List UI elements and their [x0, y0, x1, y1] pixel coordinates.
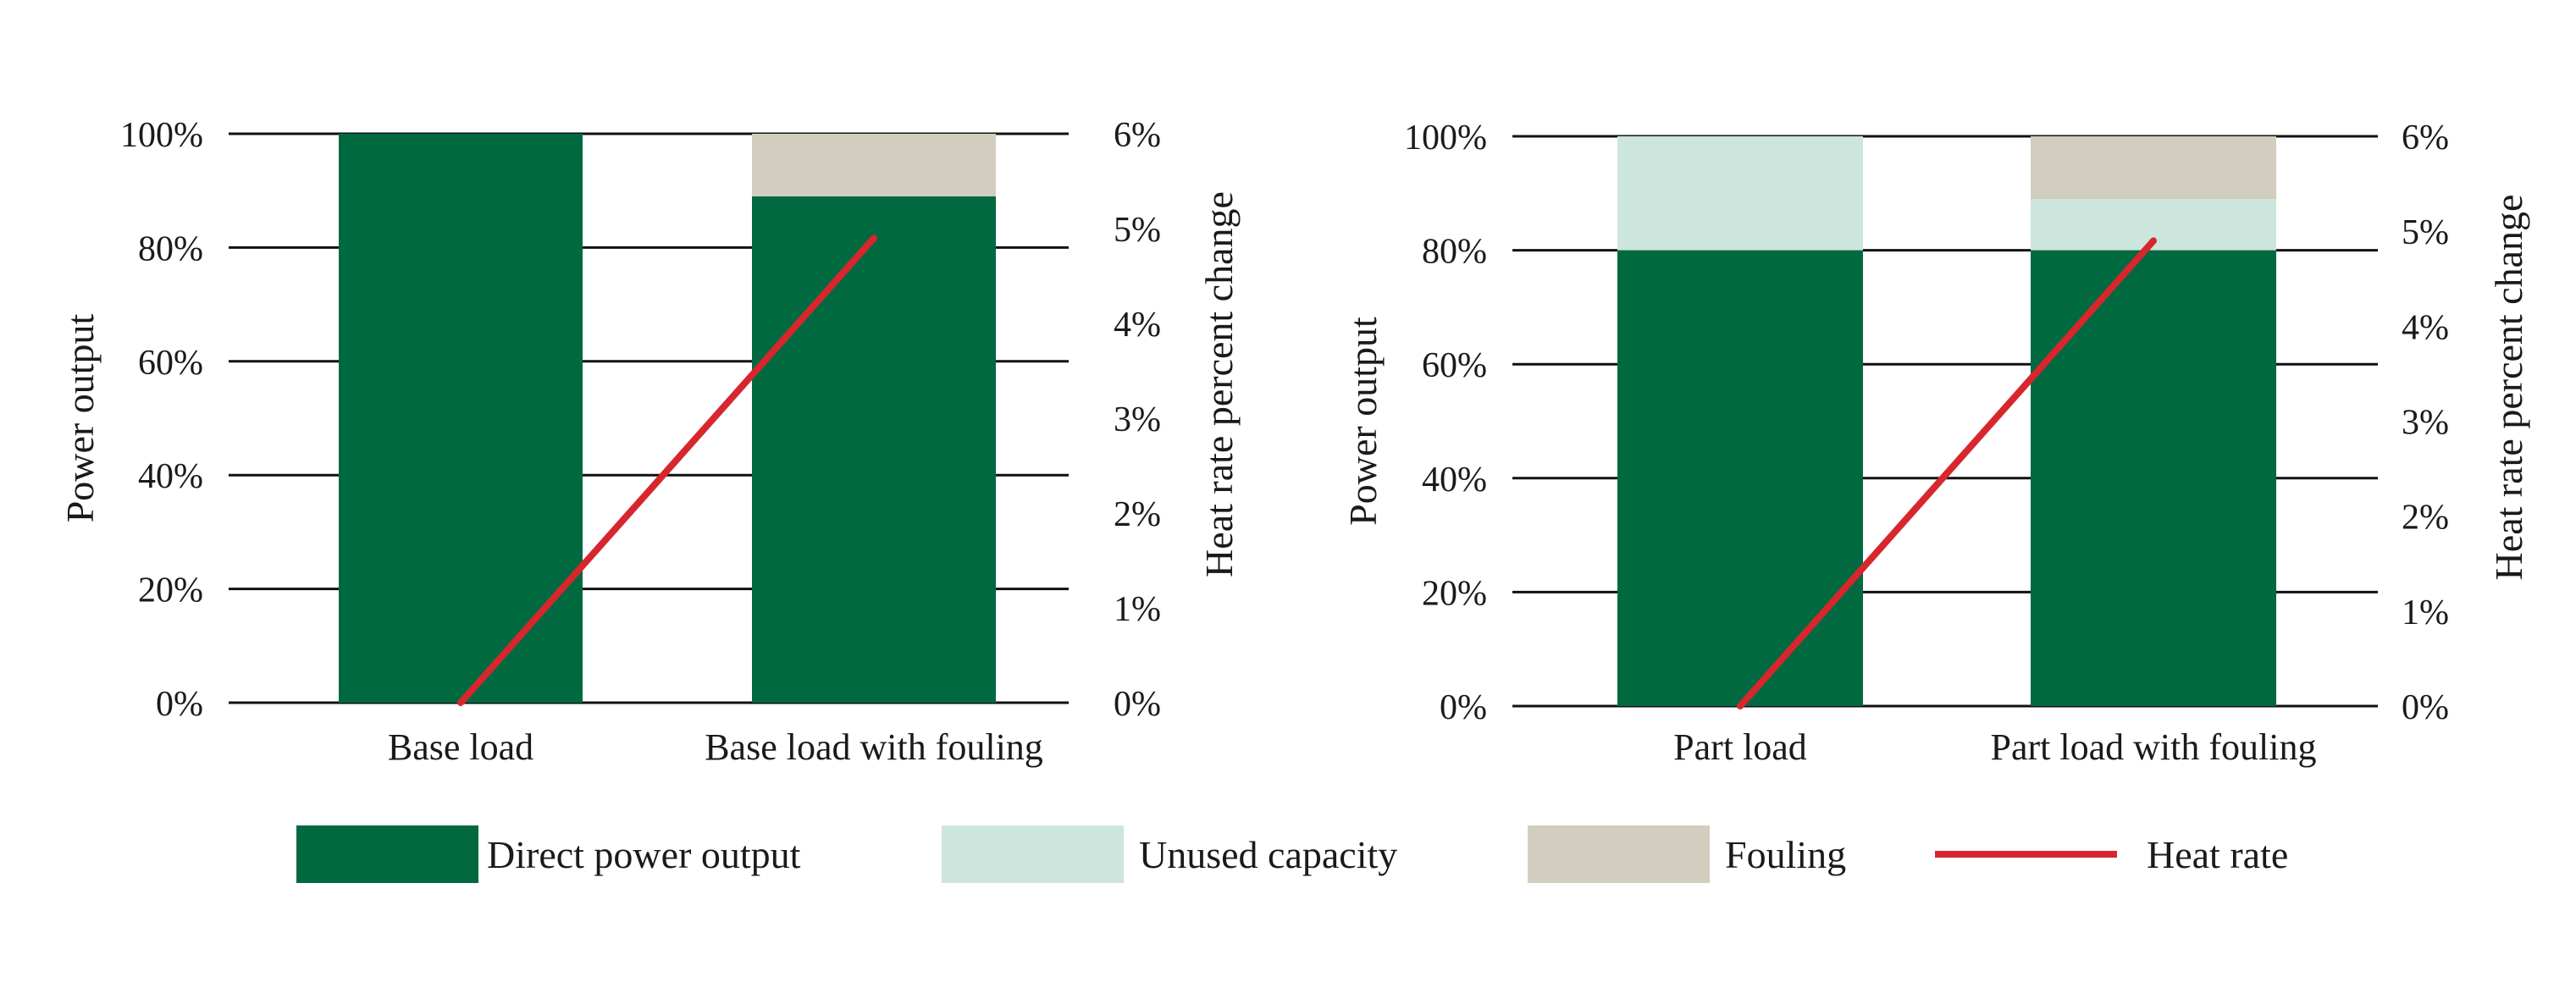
y-tick-label-left: 20%	[1422, 574, 1487, 613]
y-tick-label-right: 4%	[2402, 308, 2449, 347]
legend-label: Fouling	[1725, 833, 1846, 876]
legend-swatch	[942, 825, 1124, 883]
legend-item-fouling: Fouling	[1528, 825, 1846, 883]
bar-direct-power-output-part-load-with-fouling	[2031, 250, 2276, 707]
y-tick-label-left: 0%	[1440, 688, 1487, 727]
y-tick-label-right: 5%	[2402, 213, 2449, 252]
legend-label: Unused capacity	[1139, 833, 1397, 876]
y-tick-label-right: 1%	[2402, 593, 2449, 632]
bars	[1617, 136, 2276, 707]
legend-item-unused-capacity: Unused capacity	[942, 825, 1397, 883]
legend-item-heat-rate: Heat rate	[1935, 833, 2288, 876]
bar-direct-power-output-part-load	[1617, 250, 1863, 707]
x-category-label: Base load with fouling	[705, 726, 1043, 768]
y-tick-label-left: 60%	[1422, 346, 1487, 385]
bar-fouling-part-load-with-fouling	[2031, 136, 2276, 200]
legend-label: Direct power output	[487, 833, 801, 876]
bar-fouling-base-load-with-fouling	[752, 134, 996, 196]
legend-label: Heat rate	[2147, 833, 2288, 876]
y-tick-label-right: 5%	[1114, 211, 1161, 250]
y-tick-label-left: 100%	[120, 116, 203, 155]
legend: Direct power output Unused capacity Foulin…	[296, 825, 2288, 883]
y-tick-label-left: 40%	[1422, 461, 1487, 500]
y-tick-label-right: 0%	[2402, 688, 2449, 727]
y-axis-title-left: Power output	[58, 313, 102, 522]
heat-rate-line	[457, 235, 877, 706]
y-tick-label-right: 3%	[1114, 400, 1161, 439]
y-axis-title-right: Heat rate percent change	[2487, 195, 2530, 581]
bar-direct-power-output-base-load-with-fouling	[752, 196, 996, 704]
y-tick-label-right: 1%	[1114, 590, 1161, 629]
x-category-label: Part load	[1673, 726, 1807, 768]
y-tick-label-left: 80%	[138, 229, 203, 268]
bars	[339, 134, 996, 704]
bar-unused-capacity-part-load	[1617, 136, 1863, 251]
y-tick-label-left: 100%	[1404, 119, 1487, 157]
y-tick-label-right: 0%	[1114, 685, 1161, 724]
chart-base-load: 0% 20% 40% 60% 80% 100% 0% 1% 2% 3% 4% 5% 6% Base loa…	[58, 116, 1241, 768]
y-tick-label-right: 6%	[2402, 119, 2449, 157]
y-tick-label-right: 3%	[2402, 404, 2449, 443]
y-tick-label-left: 0%	[156, 685, 203, 724]
y-tick-label-left: 80%	[1422, 233, 1487, 272]
legend-item-direct-power-output: Direct power output	[296, 825, 801, 883]
legend-swatch	[1528, 825, 1710, 883]
y-tick-label-left: 20%	[138, 571, 203, 610]
heat-rate-line	[1737, 237, 2157, 709]
y-tick-label-left: 40%	[138, 457, 203, 496]
y-tick-label-right: 6%	[1114, 116, 1161, 155]
y-axis-title-right: Heat rate percent change	[1197, 191, 1241, 577]
y-tick-label-right: 2%	[2402, 499, 2449, 538]
y-tick-label-left: 60%	[138, 344, 203, 383]
legend-swatch	[296, 825, 478, 883]
y-tick-label-right: 4%	[1114, 306, 1161, 345]
y-tick-label-right: 2%	[1114, 495, 1161, 534]
y-axis-title-left: Power output	[1341, 317, 1385, 526]
bar-direct-power-output-base-load	[339, 134, 583, 703]
chart-part-load: 0% 20% 40% 60% 80% 100% 0% 1% 2% 3% 4% 5% 6% Part loa…	[1341, 119, 2530, 768]
x-category-label: Base load	[388, 726, 533, 768]
x-category-label: Part load with fouling	[1991, 726, 2317, 768]
